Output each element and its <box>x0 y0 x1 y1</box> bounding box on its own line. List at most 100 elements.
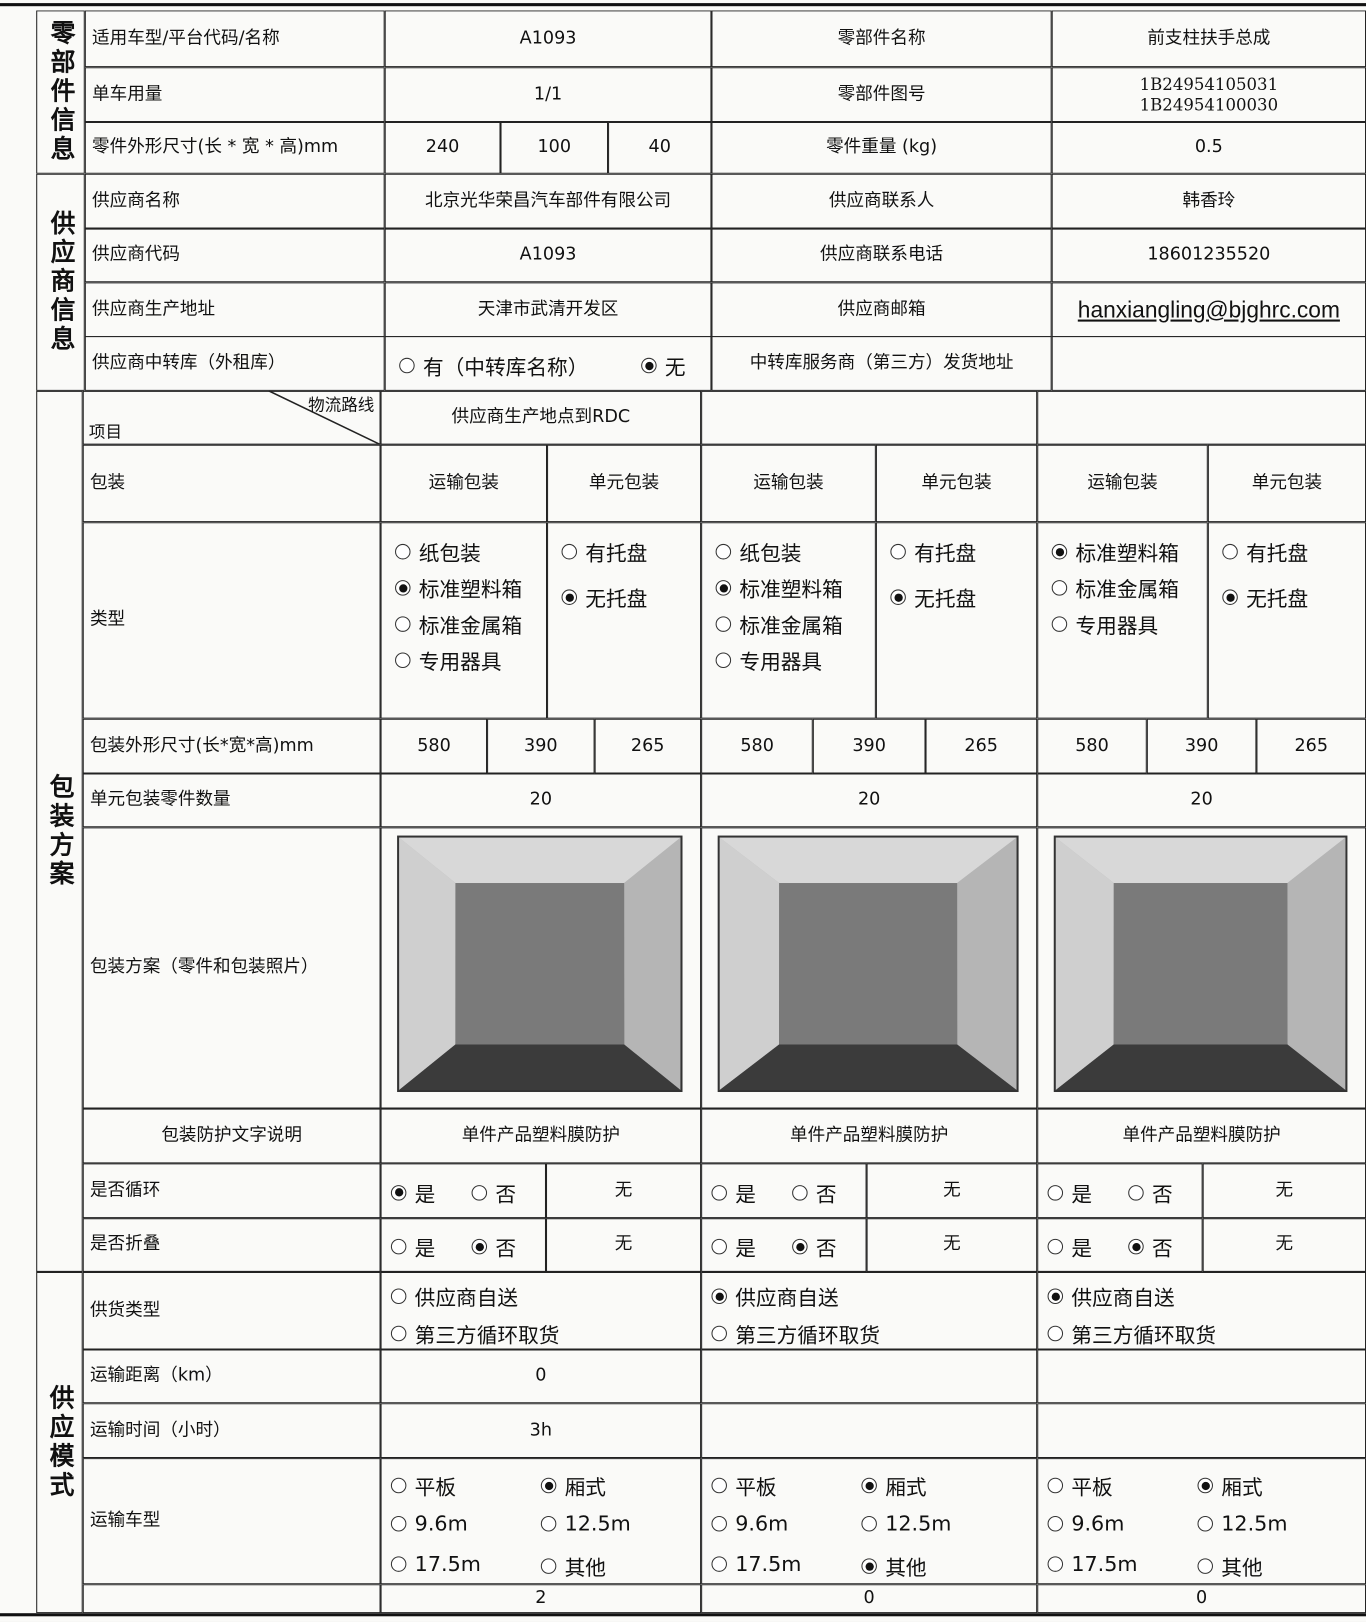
field-label: 运输车型 <box>83 1458 381 1584</box>
radio <box>1047 1184 1064 1201</box>
radio-option: 平板 <box>711 1470 777 1500</box>
radio <box>540 1515 557 1531</box>
field-label: 包装防护文字说明 <box>83 1109 381 1164</box>
radio <box>1051 616 1068 632</box>
radio-option: 12.5m <box>861 1511 951 1536</box>
field-value: 天津市武清开发区 <box>385 282 712 336</box>
radio-label: 否 <box>815 1235 837 1261</box>
field-label: 运输距离（km） <box>83 1350 381 1404</box>
radio-fill <box>644 361 654 370</box>
radio-label: 其他 <box>885 1555 927 1581</box>
radio-label: 12.5m <box>1221 1510 1288 1536</box>
top-border <box>0 3 1366 7</box>
radio <box>861 1477 877 1494</box>
radio-option: 平板 <box>1047 1470 1113 1500</box>
dims-value: 265 <box>1256 719 1366 774</box>
radio-label: 12.5m <box>885 1510 952 1536</box>
radio <box>390 1477 407 1494</box>
drawing-number: 1B24954105031 <box>1139 73 1279 94</box>
radio-label: 无托盘 <box>585 586 648 612</box>
radio <box>711 1238 727 1255</box>
radio <box>471 1238 488 1255</box>
photo-box-lines <box>719 837 1017 1090</box>
radio-label: 第三方循环取货 <box>414 1322 560 1348</box>
radio-label: 17.5m <box>414 1551 481 1576</box>
radio-label: 是 <box>735 1235 756 1261</box>
field-label: 包装 <box>83 445 381 523</box>
drawing-number: 1B24954100030 <box>1139 94 1279 115</box>
column-header: 单元包装 <box>876 445 1037 523</box>
radio-option: 无 <box>641 351 686 381</box>
radio <box>711 1288 727 1305</box>
radio-label: 是 <box>735 1181 756 1207</box>
radio-label: 是 <box>1071 1181 1093 1207</box>
radio-label: 厢式 <box>564 1474 606 1500</box>
radio-fill <box>719 583 728 593</box>
radio-label: 平板 <box>414 1474 457 1500</box>
route-header: 物流路线 <box>308 395 375 415</box>
radio-label: 供应商自送 <box>1071 1285 1175 1311</box>
size-value: 240 <box>385 122 501 174</box>
radio-label: 专用器具 <box>1075 613 1159 639</box>
radio-option: 9.6m <box>1047 1511 1124 1536</box>
radio <box>715 652 732 669</box>
radio-label: 有托盘 <box>1246 540 1309 566</box>
radio-option: 标准金属箱 <box>715 609 843 639</box>
distance-value <box>701 1350 1037 1404</box>
radio-label: 标准塑料箱 <box>418 577 523 602</box>
note: 无 <box>1203 1218 1366 1272</box>
radio-label: 专用器具 <box>739 649 823 675</box>
radio-option: 标准塑料箱 <box>1051 537 1179 567</box>
radio-option: 17.5m <box>711 1551 801 1576</box>
radio-label: 厢式 <box>1221 1474 1263 1500</box>
field-label: 是否循环 <box>83 1163 381 1218</box>
radio <box>1047 1555 1064 1572</box>
photo-box-lines <box>1055 837 1346 1090</box>
field-label: 是否折叠 <box>83 1218 381 1272</box>
route-name: 供应商生产地点到RDC <box>381 391 702 445</box>
radio-option: 否 <box>471 1177 516 1207</box>
radio-label: 第三方循环取货 <box>1071 1322 1217 1348</box>
radio <box>390 1238 407 1255</box>
radio-option: 其他 <box>1197 1551 1263 1581</box>
radio <box>390 1555 407 1572</box>
radio <box>711 1555 727 1572</box>
radio-label: 否 <box>815 1181 837 1207</box>
radio-option: 9.6m <box>390 1511 468 1536</box>
field-label: 包装外形尺寸(长*宽*高)mm <box>83 719 381 774</box>
radio-label: 12.5m <box>564 1510 631 1536</box>
count-value: 0 <box>701 1584 1037 1613</box>
radio <box>471 1184 488 1201</box>
radio-option: 厢式 <box>861 1470 927 1500</box>
radio-fill <box>475 1242 484 1251</box>
field-label: 供应商生产地址 <box>85 282 385 336</box>
radio-fill <box>394 1188 403 1197</box>
radio <box>715 543 732 560</box>
note: 无 <box>546 1163 701 1218</box>
radio-option: 否 <box>792 1177 837 1207</box>
dims-value: 265 <box>925 719 1037 774</box>
radio-fill <box>1051 1292 1060 1301</box>
radio-option: 否 <box>471 1232 516 1262</box>
field-label: 零件重量 (kg) <box>711 122 1051 174</box>
radio-option: 第三方循环取货 <box>390 1318 560 1348</box>
section-label: 供应商信息 <box>36 174 85 391</box>
radio-fill <box>1225 593 1235 602</box>
field-value: 0.5 <box>1052 122 1366 174</box>
radio-option: 12.5m <box>540 1510 631 1536</box>
package-photo <box>397 835 683 1093</box>
radio <box>1047 1477 1064 1494</box>
radio <box>792 1184 808 1201</box>
size-value: 40 <box>608 122 711 174</box>
radio-option: 17.5m <box>390 1551 481 1576</box>
radio-label: 17.5m <box>1071 1551 1138 1576</box>
field-label: 单元包装零件数量 <box>83 774 381 828</box>
radio-label: 第三方循环取货 <box>735 1322 881 1348</box>
dims-value: 265 <box>594 719 701 774</box>
radio-label: 是 <box>414 1235 436 1261</box>
radio-label: 供应商自送 <box>414 1285 519 1311</box>
bottom-border <box>0 1613 1366 1617</box>
radio-fill <box>544 1481 553 1490</box>
radio-option: 否 <box>1128 1232 1173 1262</box>
